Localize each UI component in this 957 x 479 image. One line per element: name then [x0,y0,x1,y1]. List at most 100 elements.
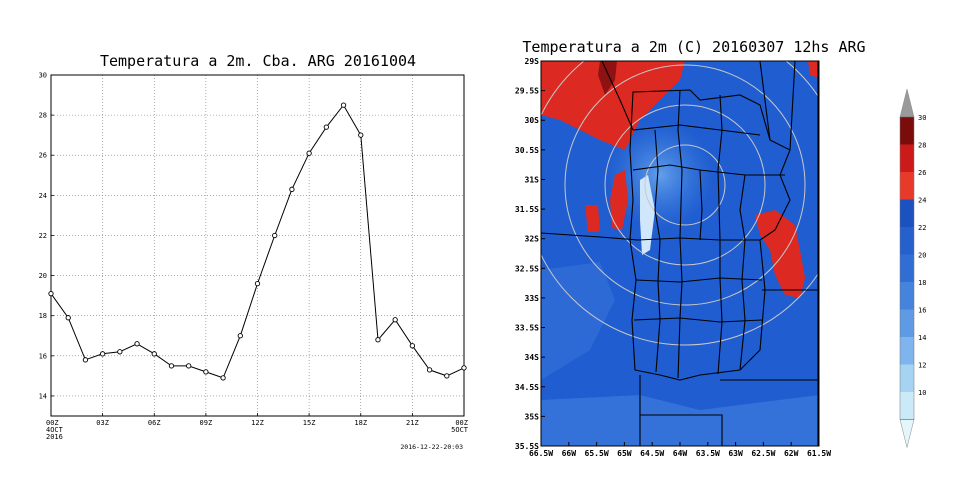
colorbar-segment [900,337,914,365]
temperature-data-point [151,351,157,357]
line-chart-y-tick-label: 18 [39,312,47,320]
line-chart-y-tick-label: 30 [39,72,47,80]
map-latitude-label: 34.5S [515,383,539,392]
temperature-data-point [426,367,433,373]
line-chart-y-tick-label: 24 [39,192,47,200]
line-chart-x-ticks: 00Z 4OCT 2016 03Z 06Z 09Z 12Z 15Z 18Z 21Z 00Z 5OCT [46,413,469,441]
temperature-data-point [323,124,329,130]
temperature-data-point [272,232,278,239]
map-latitude-label: 30.5S [515,146,539,155]
line-chart-title: Temperatura a 2m. Cba. ARG 20161004 [100,52,416,70]
temperature-data-point [186,363,192,369]
temperature-map: Temperatura a 2m (C) 20160307 12hs ARG [515,38,927,458]
colorbar-tick-label: 22 [918,224,926,232]
temperature-data-point [289,186,295,192]
line-chart-x-tick-label: 00Z 4OCT 2016 [46,419,64,441]
map-title: Temperatura a 2m (C) 20160307 12hs ARG [522,38,865,56]
map-latitude-ticks: 29S 29.5S 30S 30.5S 31S 31.5S 32S 32.5S 33S 33.5S… [515,57,545,451]
temperature-data-point [48,290,54,297]
map-department-borders [541,61,819,446]
line-chart-x-tick-label: 09Z [200,419,213,427]
temperature-line-chart: Temperatura a 2m. Cba. ARG 20161004 14 16… [39,52,469,451]
colorbar-segment [900,392,914,420]
colorbar-segment [900,227,914,255]
colorbar-segment [900,172,914,200]
map-cool-ridge [640,175,655,255]
map-warm-sierra [610,170,628,230]
colorbar-tick-label: 28 [918,142,926,150]
colorbar-tick-label: 14 [918,334,926,342]
colorbar-segment [900,282,914,310]
line-chart-y-tick-label: 28 [39,112,47,120]
colorbar-tick-label: 12 [918,362,926,370]
temperature-data-point [392,317,398,323]
map-longitude-label: 61.5W [807,449,831,458]
colorbar-tick-label: 26 [918,169,926,177]
map-field [541,61,819,446]
map-latitude-label: 32S [525,235,540,244]
temperature-data-point [409,343,416,349]
map-latitude-label: 35.5S [515,442,539,451]
temperature-data-point [254,280,261,287]
temperature-data-point [340,102,347,108]
colorbar-tick-label: 24 [918,197,926,205]
colorbar-tick-label: 30 [918,114,926,122]
map-longitude-label: 65.5W [585,449,609,458]
temperature-data-point [168,363,175,369]
map-longitude-label: 66.5W [529,449,553,458]
temperature-data-point [203,369,209,375]
map-longitude-label: 63W [728,449,743,458]
map-longitude-label: 66W [562,449,577,458]
map-hot-north [598,61,617,95]
line-chart-grid [50,74,465,416]
line-chart-x-tick-label: 21Z [406,419,419,427]
line-chart-x-tick-label: 00Z 5OCT [451,419,469,434]
map-longitude-label: 63.5W [696,449,720,458]
map-latitude-label: 31.5S [515,205,539,214]
map-latitude-label: 29.5S [515,87,539,96]
line-chart-y-tick-label: 22 [39,232,47,240]
line-chart-y-tick-label: 14 [39,392,47,400]
temperature-data-point [220,375,226,381]
temperature-data-point [99,351,106,357]
colorbar-tick-label: 10 [918,389,926,397]
map-warm-west [585,205,600,232]
temperature-data-point [237,333,243,339]
line-chart-y-tick-label: 26 [39,152,47,160]
map-longitude-label: 64W [673,449,688,458]
line-chart-y-tick-label: 20 [39,272,47,280]
colorbar-tick-label: 20 [918,252,926,260]
map-latitude-label: 30S [525,116,540,125]
temperature-data-point [444,373,450,379]
temperature-series-points [48,102,467,381]
colorbar-segment [900,144,914,172]
map-longitude-ticks: 66.5W 66W 65.5W 65W 64.5W 64W 63.5W 63W 62.5W 62W… [529,442,831,458]
temperature-data-point [65,315,71,321]
line-chart-x-tick-label: 03Z [96,419,109,427]
temperature-colorbar: 30 28 26 24 22 20 18 16 14 12 10 [899,88,926,448]
temperature-data-point [358,132,364,138]
map-range-rings [541,61,819,346]
colorbar-segment [900,254,914,282]
map-latitude-label: 29S [525,57,540,66]
line-chart-y-ticks: 14 16 18 20 22 24 26 28 30 [39,72,54,400]
line-chart-footer-timestamp: 2016-12-22-20:03 [400,443,463,451]
colorbar-frame [899,116,915,420]
colorbar-tick-label: 18 [918,279,926,287]
map-latitude-label: 32.5S [515,264,539,273]
line-chart-x-tick-label: 15Z [303,419,316,427]
map-latitude-label: 35S [525,412,540,421]
temperature-data-point [461,365,467,371]
line-chart-x-tick-label: 12Z [251,419,264,427]
map-latitude-label: 33S [525,294,540,303]
map-warm-east [755,210,805,298]
colorbar-segment [900,364,914,392]
map-latitude-label: 34S [525,353,540,362]
line-chart-y-tick-label: 16 [39,352,47,360]
colorbar-segment [900,117,914,145]
line-chart-x-tick-label: 18Z [354,419,367,427]
map-field-south [541,395,819,446]
map-latitude-label: 31S [525,175,540,184]
colorbar-segment [900,199,914,227]
